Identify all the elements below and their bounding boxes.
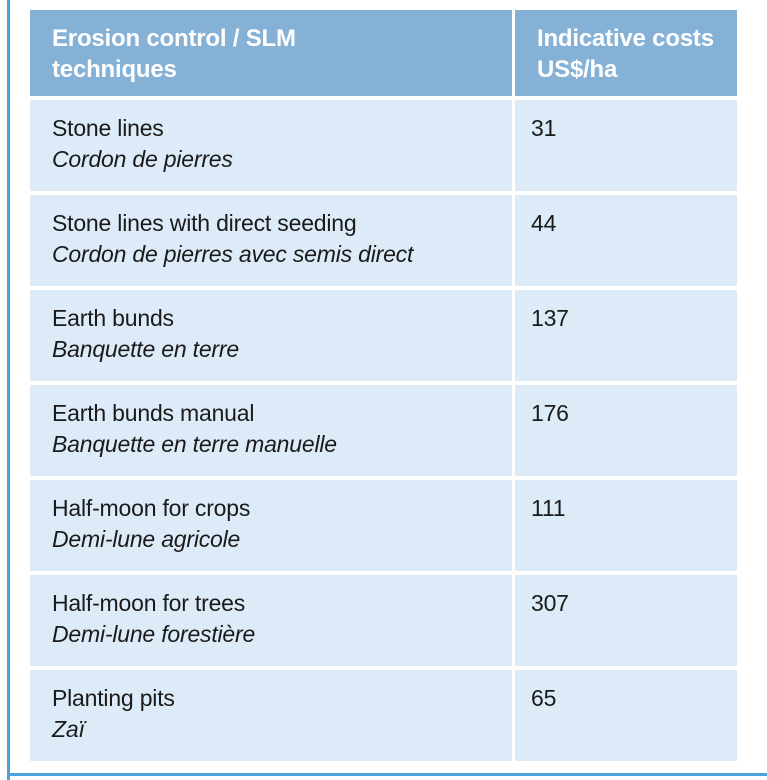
- technique-cell: Half-moon for trees Demi-lune forestière: [30, 575, 512, 666]
- table-row: Earth bunds manual Banquette en terre ma…: [30, 385, 737, 476]
- technique-cell: Half-moon for crops Demi-lune agricole: [30, 480, 512, 571]
- cost-cell: 65: [515, 670, 737, 761]
- header-label-techniques: Erosion control / SLM techniques: [52, 25, 296, 83]
- cost-value: 176: [531, 400, 569, 426]
- cost-value: 111: [531, 495, 566, 521]
- technique-name-en: Half-moon for trees: [52, 590, 246, 616]
- technique-name-en: Half-moon for crops: [52, 495, 251, 521]
- technique-name-fr: Cordon de pierres: [52, 146, 233, 172]
- table-row: Earth bunds Banquette en terre 137: [30, 290, 737, 381]
- technique-name-en: Planting pits: [52, 685, 175, 711]
- technique-cell: Earth bunds manual Banquette en terre ma…: [30, 385, 512, 476]
- table-row: Stone lines with direct seeding Cordon d…: [30, 195, 737, 286]
- technique-name-en: Earth bunds manual: [52, 400, 255, 426]
- erosion-cost-table: Erosion control / SLM techniques Indicat…: [30, 10, 737, 761]
- technique-name-fr: Demi-lune forestière: [52, 621, 256, 647]
- cost-cell: 137: [515, 290, 737, 381]
- technique-cell: Stone lines with direct seeding Cordon d…: [30, 195, 512, 286]
- technique-cell: Stone lines Cordon de pierres: [30, 100, 512, 191]
- table-row: Half-moon for trees Demi-lune forestière…: [30, 575, 737, 666]
- cost-value: 137: [531, 305, 569, 331]
- technique-name-fr: Cordon de pierres avec semis direct: [52, 241, 414, 267]
- table-body: Stone lines Cordon de pierres 31 Stone l…: [30, 100, 737, 761]
- header-label-costs: Indicative costs US$/ha: [537, 25, 714, 83]
- cost-value: 65: [531, 685, 557, 711]
- cost-value: 44: [531, 210, 557, 236]
- header-cell-costs: Indicative costs US$/ha: [515, 10, 737, 96]
- cost-cell: 31: [515, 100, 737, 191]
- page-border-bottom: [7, 773, 767, 776]
- technique-name-en: Stone lines with direct seeding: [52, 210, 357, 236]
- technique-name-fr: Zaï: [52, 716, 85, 742]
- cost-cell: 44: [515, 195, 737, 286]
- table-row: Planting pits Zaï 65: [30, 670, 737, 761]
- table-row: Stone lines Cordon de pierres 31: [30, 100, 737, 191]
- technique-name-fr: Banquette en terre manuelle: [52, 431, 337, 457]
- technique-cell: Earth bunds Banquette en terre: [30, 290, 512, 381]
- technique-name-en: Earth bunds: [52, 305, 174, 331]
- table-row: Half-moon for crops Demi-lune agricole 1…: [30, 480, 737, 571]
- technique-name-fr: Banquette en terre: [52, 336, 239, 362]
- technique-name-fr: Demi-lune agricole: [52, 526, 241, 552]
- technique-cell: Planting pits Zaï: [30, 670, 512, 761]
- cost-value: 31: [531, 115, 557, 141]
- page-border-left: [7, 0, 10, 780]
- cost-cell: 176: [515, 385, 737, 476]
- cost-value: 307: [531, 590, 569, 616]
- header-cell-techniques: Erosion control / SLM techniques: [30, 10, 512, 96]
- cost-cell: 111: [515, 480, 737, 571]
- technique-name-en: Stone lines: [52, 115, 164, 141]
- cost-cell: 307: [515, 575, 737, 666]
- table-header-row: Erosion control / SLM techniques Indicat…: [30, 10, 737, 96]
